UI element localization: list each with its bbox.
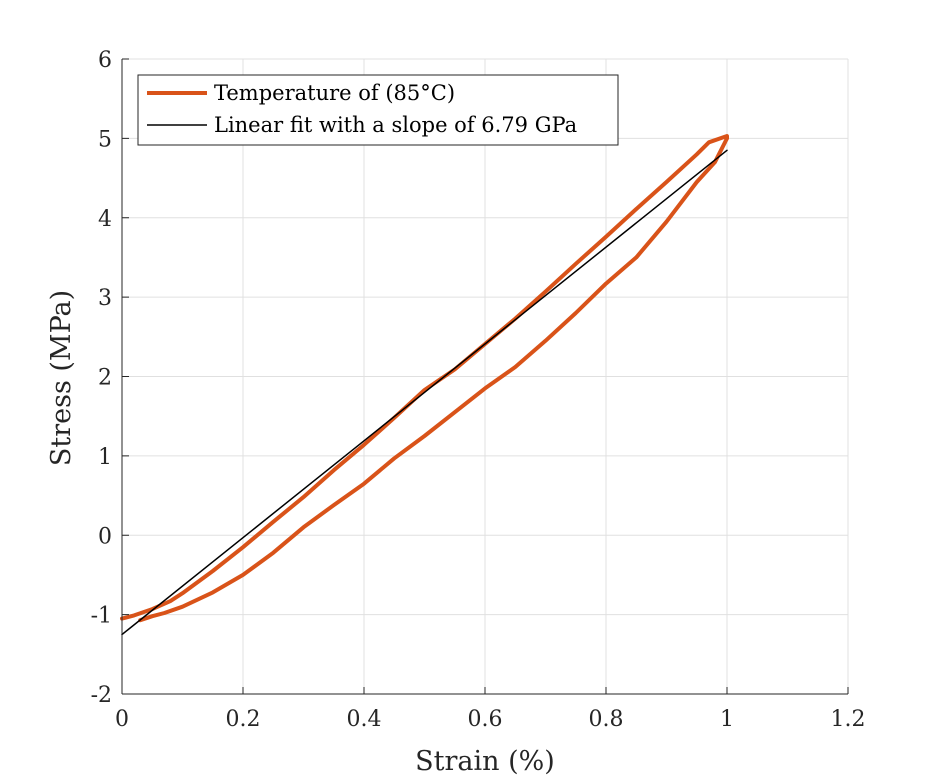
x-axis-label: Strain (%) [415,746,555,777]
y-axis-label: Stress (MPa) [46,290,77,466]
y-tick-label: -2 [91,683,112,708]
y-tick-label: -1 [91,604,112,629]
plot-area [120,134,729,636]
y-tick-label: 0 [98,524,112,549]
x-tick-label: 1.2 [831,707,866,732]
tick-labels: 0 0.2 0.4 0.6 0.8 1 1.2 -2 -1 0 1 2 3 4 5 6 [91,48,866,732]
axes [121,58,849,695]
legend: Temperature of (85°C) Linear fit with a … [137,74,619,146]
x-tick-label: 0.8 [589,707,624,732]
y-tick-label: 6 [98,48,112,73]
x-tick-label: 0.4 [347,707,382,732]
x-tick-label: 1 [720,707,734,732]
legend-box [137,74,619,146]
series-line-linear-fit [121,149,728,636]
y-tick-label: 1 [98,445,112,470]
y-tick-label: 3 [98,286,112,311]
x-tick-label: 0.2 [226,707,261,732]
series-line-temperature [120,134,729,623]
legend-label-temperature: Temperature of (85°C) [214,81,455,105]
legend-label-linear-fit: Linear fit with a slope of 6.79 GPa [214,113,577,137]
x-tick-label: 0.6 [468,707,503,732]
y-tick-label: 5 [98,127,112,152]
y-tick-label: 4 [98,207,112,232]
x-tick-label: 0 [115,707,129,732]
y-tick-label: 2 [98,366,112,391]
